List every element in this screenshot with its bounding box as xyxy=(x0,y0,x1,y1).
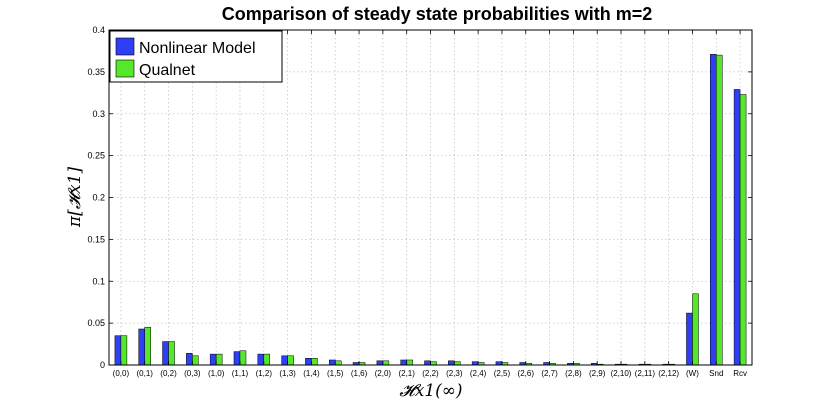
x-tick-label: (2,3) xyxy=(446,369,463,378)
bar-nonlinear-model xyxy=(257,353,265,366)
y-tick-label: 0.05 xyxy=(87,318,105,328)
bar-nonlinear-model xyxy=(424,360,431,366)
bar-qualnet xyxy=(692,293,699,366)
bar-qualnet xyxy=(144,327,151,366)
bar-nonlinear-model xyxy=(448,360,455,366)
bar-nonlinear-model xyxy=(186,353,193,366)
bar-qualnet xyxy=(334,360,342,366)
bar-qualnet xyxy=(716,54,723,366)
bar-nonlinear-model xyxy=(162,341,169,366)
y-tick-label: 0.25 xyxy=(87,151,105,161)
y-tick-label: 0.3 xyxy=(92,109,105,119)
bar-nonlinear-model xyxy=(305,358,312,366)
bar-nonlinear-model xyxy=(733,89,741,366)
bars xyxy=(114,54,747,366)
legend-label-nonlinear-model: Nonlinear Model xyxy=(139,40,256,57)
bar-nonlinear-model xyxy=(686,312,693,366)
bar-nonlinear-model xyxy=(233,351,241,366)
bar-nonlinear-model xyxy=(400,359,407,366)
bar-qualnet xyxy=(263,353,271,366)
x-tick-label: (1,0) xyxy=(208,369,225,378)
bar-qualnet xyxy=(168,341,175,366)
bar-nonlinear-model xyxy=(710,54,717,366)
y-tick-label: 0 xyxy=(100,360,105,370)
chart-title: Comparison of steady state probabilities… xyxy=(222,4,653,24)
bar-nonlinear-model xyxy=(328,359,336,366)
x-tick-label: (2,7) xyxy=(541,369,558,378)
x-tick-label: (2,6) xyxy=(518,369,535,378)
bar-qualnet xyxy=(120,335,128,366)
x-tick-label: (2,2) xyxy=(422,369,439,378)
x-tick-label: (2,1) xyxy=(398,369,415,378)
legend-box xyxy=(109,30,283,83)
x-tick-label: (1,3) xyxy=(279,369,296,378)
bar-qualnet xyxy=(215,353,223,366)
x-tick-label: (2,12) xyxy=(658,369,679,378)
bar-qualnet xyxy=(192,355,199,366)
x-tick-label: (2,8) xyxy=(565,369,582,378)
y-tick-label: 0.15 xyxy=(87,234,105,244)
x-tick-label: (W) xyxy=(686,369,699,378)
x-tick-label: (2,10) xyxy=(611,369,632,378)
bar-nonlinear-model xyxy=(471,361,479,366)
x-tick-label: (1,5) xyxy=(327,369,344,378)
x-axis-label: 𝓗x1(∞) xyxy=(399,381,462,401)
x-tick-label: Snd xyxy=(709,369,723,378)
bar-qualnet xyxy=(239,350,247,366)
y-axis-label: π[𝓗x1] xyxy=(65,167,85,229)
bar-qualnet xyxy=(406,359,413,366)
bar-nonlinear-model xyxy=(495,361,503,366)
grid xyxy=(109,30,752,365)
x-tick-label: (0,1) xyxy=(136,369,153,378)
x-tick-label: (2,0) xyxy=(375,369,392,378)
x-tick-label: (2,9) xyxy=(589,369,606,378)
y-tick-label: 0.1 xyxy=(92,276,105,286)
x-tick-label: (2,4) xyxy=(470,369,487,378)
y-tick-label: 0.4 xyxy=(92,25,105,35)
y-tick-label: 0.35 xyxy=(87,67,105,77)
legend-label-qualnet: Qualnet xyxy=(139,62,196,79)
bar-qualnet xyxy=(311,358,318,366)
legend-swatch-nonlinear-model xyxy=(115,37,135,56)
bar-nonlinear-model xyxy=(209,353,217,366)
x-tick-label: (2,5) xyxy=(494,369,511,378)
bar-qualnet xyxy=(454,361,461,366)
x-tick-label: Rcv xyxy=(733,369,747,378)
bar-nonlinear-model xyxy=(138,328,145,366)
y-axis-ticks: 0 0.05 0.1 0.15 0.2 0.25 0.3 0.35 0.4 xyxy=(87,25,752,370)
legend-swatch-qualnet xyxy=(115,59,135,78)
bar-qualnet xyxy=(430,361,437,366)
legend: Nonlinear Model Qualnet xyxy=(109,30,283,83)
y-tick-label: 0.2 xyxy=(92,193,105,203)
x-axis-ticks: (0,0) (0,1) (0,2) (0,3) (1,0) (1,1) (1,2) (1,3)… xyxy=(113,30,747,378)
bar-nonlinear-model xyxy=(114,335,122,366)
bar-qualnet xyxy=(382,360,390,366)
x-tick-label: (0,0) xyxy=(113,369,130,378)
x-tick-label: (0,3) xyxy=(184,369,201,378)
x-tick-label: (2,11) xyxy=(635,369,656,378)
bar-nonlinear-model xyxy=(281,355,288,366)
bar-nonlinear-model xyxy=(376,360,384,366)
bar-qualnet xyxy=(287,355,294,366)
x-tick-label: (1,4) xyxy=(303,369,320,378)
x-tick-label: (1,6) xyxy=(351,369,368,378)
x-tick-label: (1,1) xyxy=(232,369,249,378)
bar-qualnet xyxy=(739,94,747,366)
x-tick-label: (1,2) xyxy=(256,369,273,378)
x-tick-label: (0,2) xyxy=(160,369,177,378)
